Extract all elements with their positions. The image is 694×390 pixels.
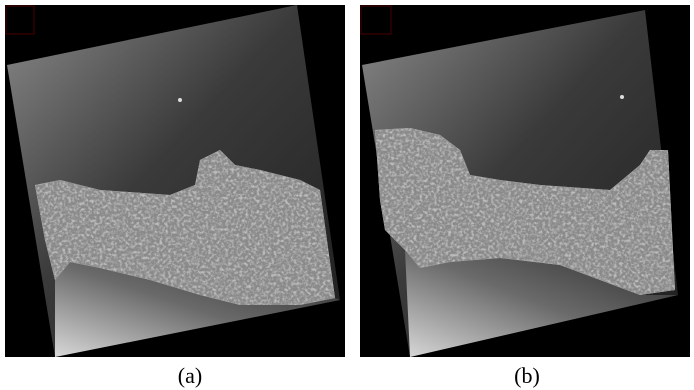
island	[178, 98, 182, 102]
panel-a	[5, 5, 345, 357]
panel-b	[360, 5, 690, 357]
figure: (a) (b)	[0, 0, 694, 390]
island	[620, 95, 624, 99]
caption: (b)	[514, 363, 540, 388]
caption: (a)	[178, 363, 202, 388]
